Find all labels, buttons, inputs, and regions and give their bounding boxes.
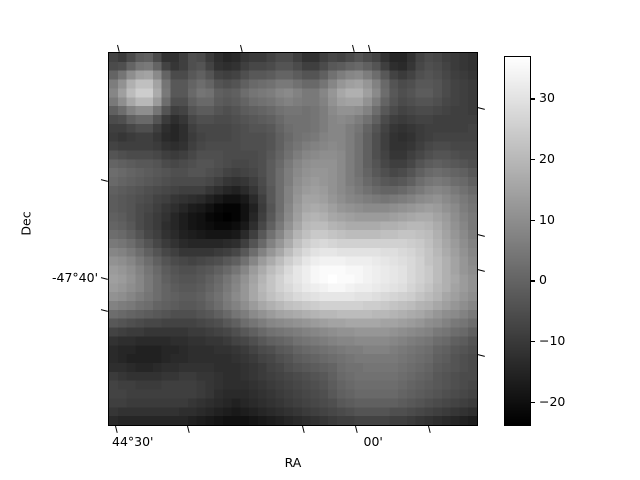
x-tick-label: 44°30' xyxy=(112,434,154,449)
colorbar-tick-label: −10 xyxy=(539,333,566,349)
colorbar-tick-label: −20 xyxy=(539,393,566,409)
axis-tick xyxy=(117,44,120,52)
axis-tick xyxy=(352,44,355,52)
axis-tick xyxy=(240,44,243,52)
axis-tick xyxy=(477,269,485,272)
axis-tick xyxy=(100,277,108,280)
colorbar[interactable] xyxy=(504,56,531,426)
axis-tick xyxy=(355,425,358,433)
colorbar-tick-label: 10 xyxy=(539,211,555,227)
x-tick-label: 00' xyxy=(363,434,383,449)
x-axis-label: RA xyxy=(284,455,302,470)
axis-tick xyxy=(477,107,485,110)
sky-image xyxy=(109,53,477,425)
y-axis-label: Dec xyxy=(18,211,34,236)
colorbar-tick xyxy=(531,341,535,343)
axis-tick xyxy=(477,234,485,237)
colorbar-tick xyxy=(531,219,535,221)
colorbar-tick xyxy=(531,98,535,100)
axis-tick xyxy=(100,179,108,182)
colorbar-tick xyxy=(531,159,535,161)
axis-tick xyxy=(477,354,485,357)
colorbar-tick-label: 30 xyxy=(539,90,555,106)
colorbar-tick-label: 0 xyxy=(539,272,547,288)
axis-tick xyxy=(428,425,431,433)
axis-tick xyxy=(187,425,190,433)
axis-tick xyxy=(100,309,108,312)
colorbar-tick xyxy=(531,401,535,403)
axis-tick xyxy=(368,44,371,52)
colorbar-tick-label: 20 xyxy=(539,151,555,167)
colorbar-tick xyxy=(531,280,535,282)
axis-tick xyxy=(302,425,305,433)
colorbar-gradient xyxy=(505,57,530,425)
axis-tick xyxy=(115,425,118,433)
y-tick-label: -47°40' xyxy=(52,270,99,285)
sky-image-axes[interactable] xyxy=(108,52,478,426)
